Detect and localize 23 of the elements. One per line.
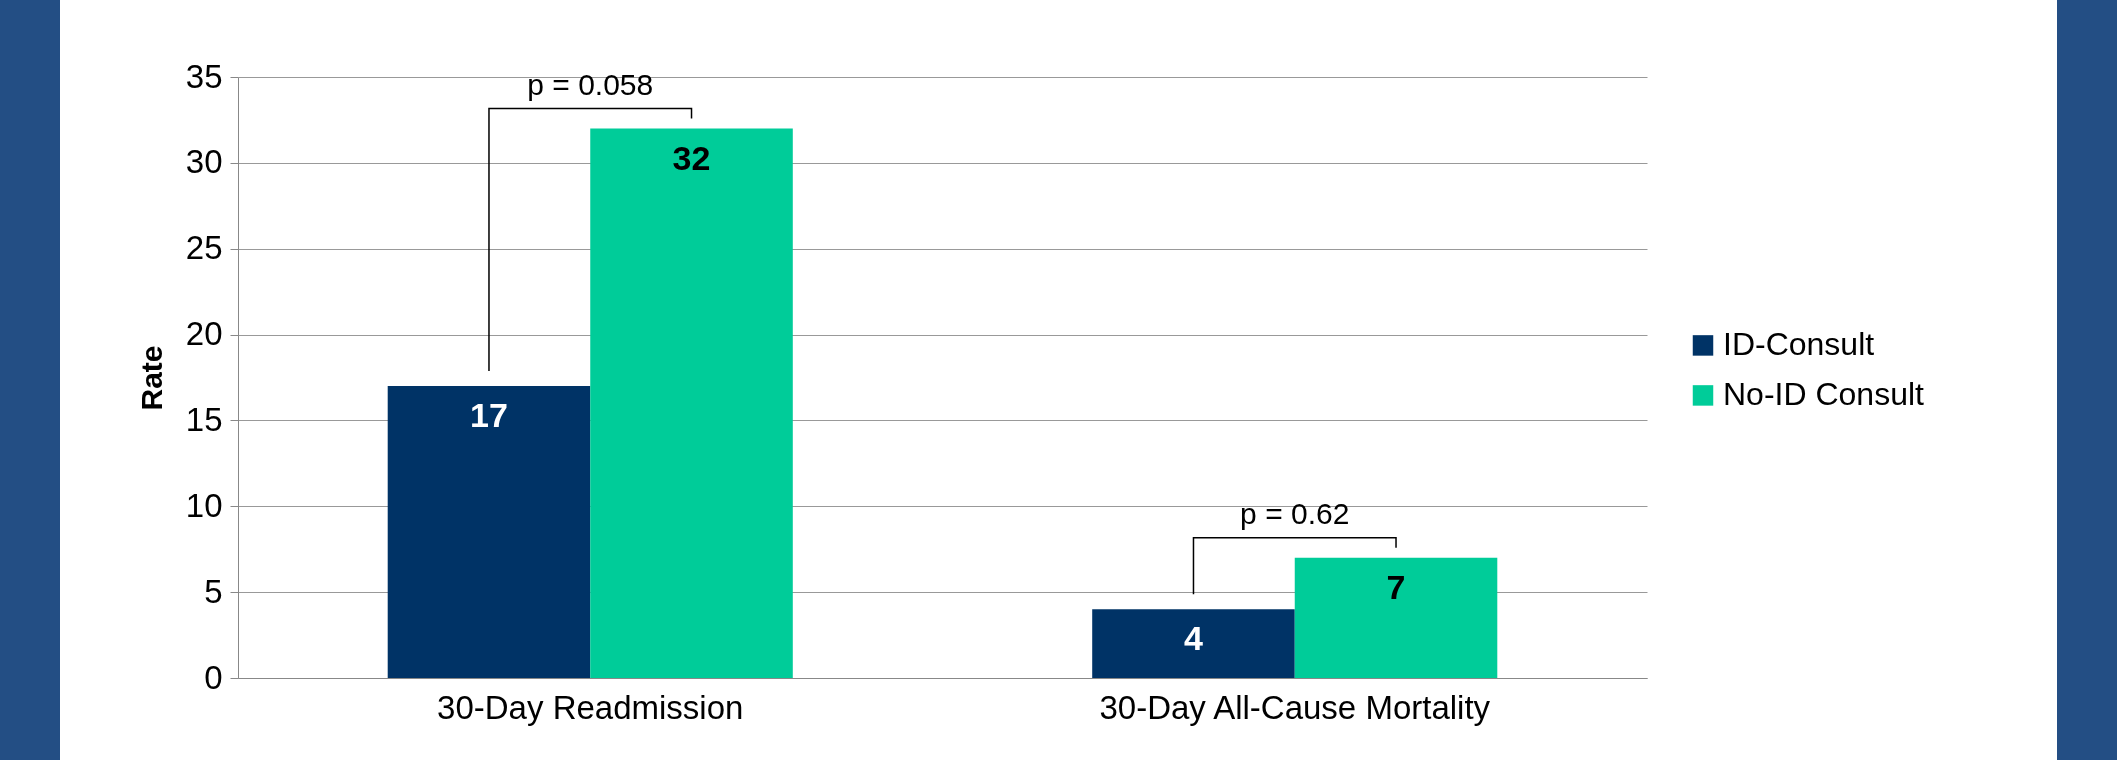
annotation: p = 0.62 bbox=[1240, 496, 1350, 530]
bar bbox=[1092, 609, 1295, 678]
data-label: 17 bbox=[470, 396, 508, 435]
data-label: 7 bbox=[1386, 567, 1406, 606]
y-tick-label: 25 bbox=[185, 229, 223, 267]
y-tick-label: 10 bbox=[185, 486, 223, 524]
x-tick-label: 30-Day Readmission bbox=[437, 688, 744, 726]
y-tick-label: 5 bbox=[204, 572, 223, 610]
bar bbox=[387, 386, 591, 678]
x-tick-label: 30-Day All-Cause Mortality bbox=[1099, 688, 1491, 726]
bar bbox=[1294, 557, 1498, 678]
y-axis-title: Rate bbox=[134, 345, 168, 411]
annotation: p = 0.058 bbox=[527, 67, 654, 101]
data-label: 4 bbox=[1184, 619, 1204, 658]
y-tick-label: 0 bbox=[204, 658, 223, 696]
bar bbox=[590, 128, 793, 678]
y-tick-label: 30 bbox=[185, 143, 223, 181]
legend-label: No-ID Consult bbox=[1723, 376, 1925, 413]
y-tick-label: 20 bbox=[185, 315, 223, 353]
data-label: 32 bbox=[672, 138, 711, 177]
y-tick-label: 15 bbox=[185, 400, 223, 438]
legend-label: ID-Consult bbox=[1723, 326, 1875, 363]
y-tick-label: 35 bbox=[185, 57, 223, 95]
